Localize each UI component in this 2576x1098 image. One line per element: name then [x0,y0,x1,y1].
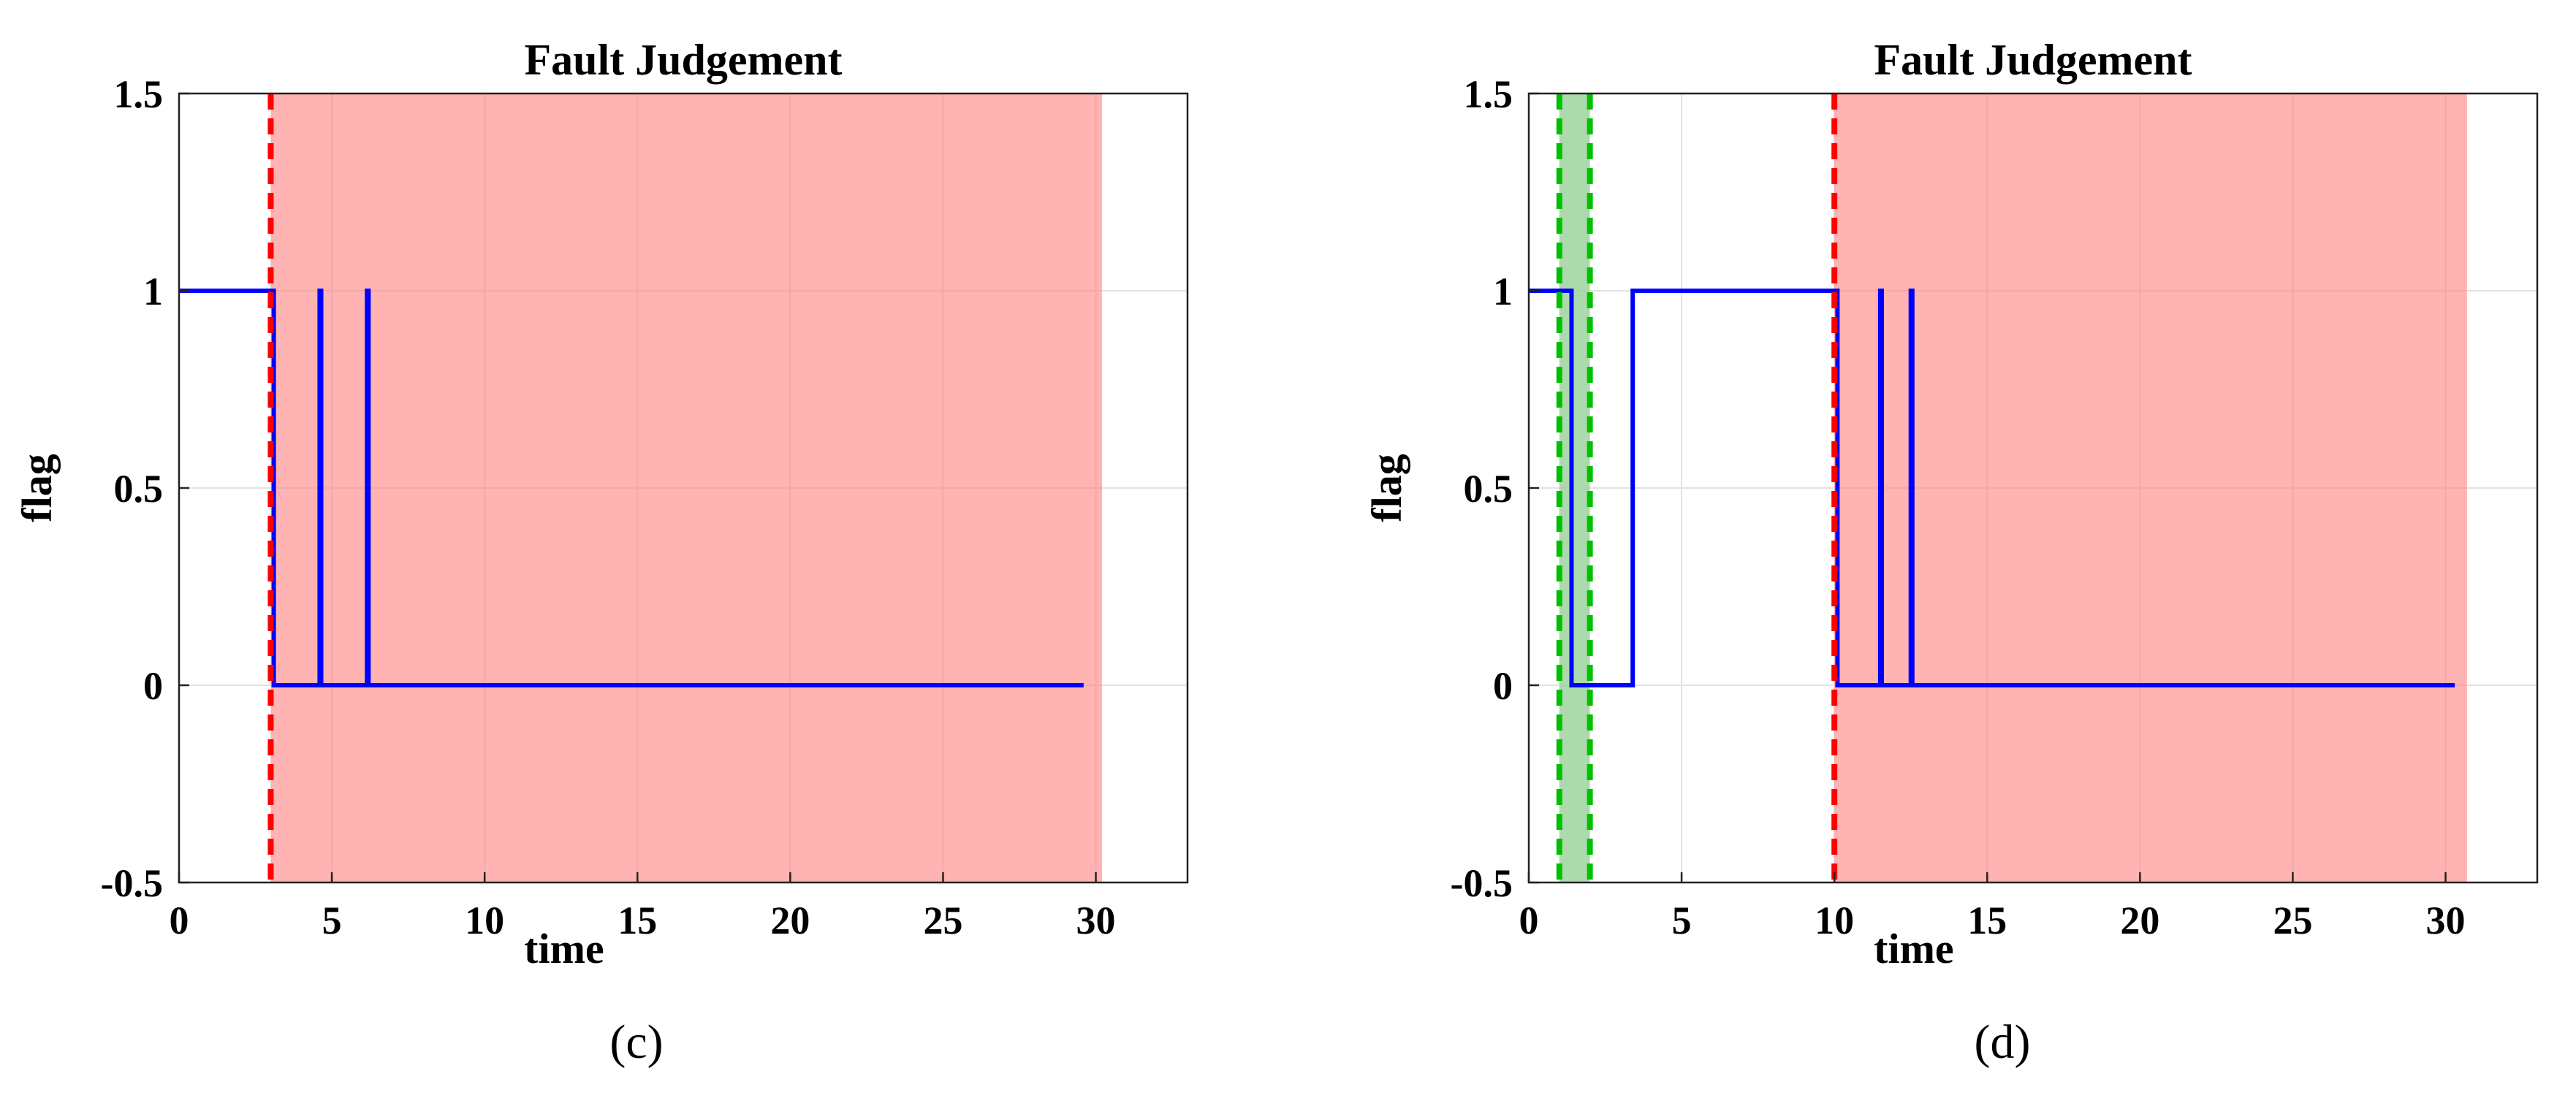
chart-title: Fault Judgement [525,36,843,84]
y-axis-label: flag [1363,454,1410,522]
y-tick-label: 0.5 [114,467,164,511]
flag-series-line [1529,289,2455,687]
x-axis-label: time [1874,925,1954,972]
x-tick-label: 20 [770,899,810,942]
y-tick-label: 1 [1493,270,1513,313]
normal-region [1559,94,1590,882]
y-tick-label: -0.5 [101,861,163,905]
fault-region [270,94,1102,882]
x-tick-label: 10 [465,899,504,942]
x-tick-label: 5 [322,899,342,942]
x-tick-label: 30 [2426,899,2466,942]
fault-region [1834,94,2467,882]
y-tick-label: -0.5 [1451,861,1513,905]
x-tick-label: 10 [1815,899,1854,942]
panel-caption: (d) [1975,1015,2031,1069]
chart-title: Fault Judgement [1874,36,2192,84]
y-axis-label: flag [13,454,61,522]
x-tick-label: 5 [1672,899,1692,942]
flag-series-line [179,289,1084,687]
x-tick-label: 0 [1519,899,1539,942]
y-tick-label: 0.5 [1464,467,1513,511]
x-tick-label: 20 [2120,899,2159,942]
x-tick-label: 15 [618,899,657,942]
x-tick-label: 30 [1076,899,1116,942]
x-tick-label: 25 [2273,899,2312,942]
y-tick-label: 0 [1493,664,1513,708]
x-tick-label: 25 [923,899,962,942]
x-axis-label: time [524,925,604,972]
panel-caption: (c) [609,1015,663,1069]
x-tick-label: 0 [170,899,189,942]
x-tick-label: 15 [1967,899,2007,942]
y-tick-label: 0 [143,664,163,708]
y-tick-label: 1 [143,270,163,313]
y-tick-label: 1.5 [114,72,164,116]
y-tick-label: 1.5 [1464,72,1513,116]
